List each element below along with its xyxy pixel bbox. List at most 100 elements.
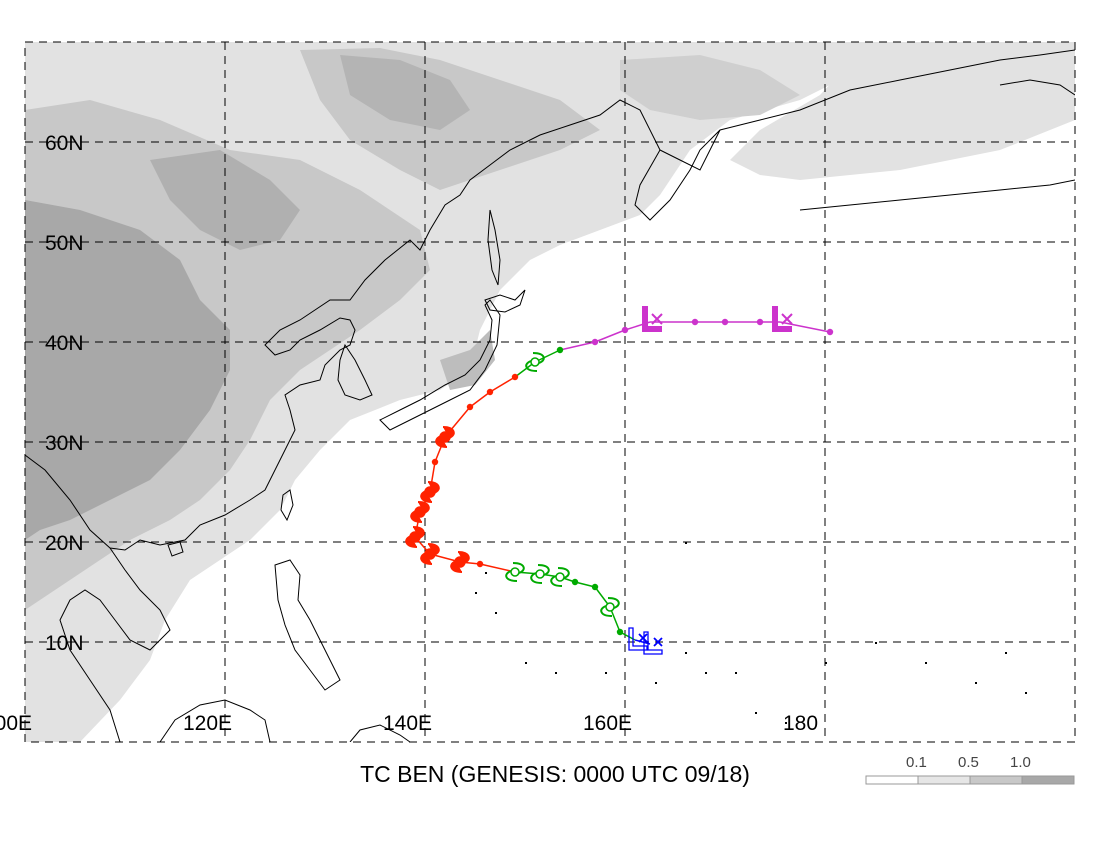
track-cyclone-symbol-7: [530, 564, 550, 584]
track-cyclone-symbol-13: [410, 501, 430, 523]
track-point-2: [616, 628, 624, 636]
legend-swatch-2: [969, 775, 1023, 785]
land-shade-dark-north: [340, 55, 470, 130]
track-cyclone-symbol-12: [405, 526, 425, 548]
legend-label-2: 1.0: [1010, 754, 1031, 771]
coast-new-guinea: [349, 724, 411, 742]
coastline-layer: [25, 49, 1075, 742]
cyclone-hook-bottom-6: [550, 575, 563, 587]
island-dot-15: [475, 592, 477, 594]
coast-japan-honshu: [379, 299, 501, 431]
island-dot-7: [735, 672, 737, 674]
lon-label-120: 120E: [183, 712, 232, 735]
legend-swatch-1: [917, 775, 971, 785]
lat-lon-grid: [25, 42, 1075, 742]
low-cross-28: [781, 313, 793, 325]
island-dot-18: [1025, 692, 1027, 694]
low-cross-0: [653, 637, 663, 647]
coast-asia-mainland: [25, 49, 1075, 551]
track-low-symbol-28: [772, 306, 793, 332]
track-point-15: [431, 458, 439, 466]
cyclone-hook-top-3: [607, 597, 620, 609]
cyclone-eye-3: [605, 602, 615, 612]
island-dot-1: [525, 662, 527, 664]
low-glyph-0: [643, 631, 663, 655]
island-dot-4: [655, 682, 657, 684]
track-point-17: [466, 403, 474, 411]
cyclone-eye-10: [454, 556, 466, 568]
lat-label-60: 60N: [45, 132, 84, 155]
island-dot-3: [605, 672, 607, 674]
islands-layer: [475, 542, 1027, 724]
legend-label-0: 0.1: [906, 754, 927, 771]
cyclone-eye-20: [530, 357, 540, 367]
track-cyclone-symbol-8: [505, 562, 525, 582]
track-point-18: [486, 388, 494, 396]
island-dot-11: [875, 642, 877, 644]
cyclone-eye-14: [424, 486, 436, 498]
coast-indochina: [59, 547, 171, 742]
cyclone-eye-13: [414, 506, 426, 518]
land-shade-medium-siberia: [620, 55, 800, 120]
track-cyclone-symbol-10: [450, 551, 470, 573]
track-segment-4: [574, 581, 596, 588]
island-dot-6: [705, 672, 707, 674]
track-point-23: [621, 326, 629, 334]
track-point-26: [721, 318, 729, 326]
track-point-19: [511, 373, 519, 381]
island-dot-16: [485, 572, 487, 574]
coast-taiwan: [280, 489, 294, 522]
cyclone-hook-bottom-3: [600, 605, 613, 617]
island-dot-9: [785, 722, 787, 724]
coast-japan-hokkaido: [484, 289, 526, 313]
shading-legend: 0.1 0.5 1.0: [865, 754, 1075, 785]
coast-aleutians: [799, 179, 1075, 211]
low-glyph-1: [628, 627, 648, 651]
cyclone-eye-16: [439, 431, 451, 443]
cyclone-hook-top-7: [537, 564, 550, 576]
island-dot-5: [685, 652, 687, 654]
track-point-4: [591, 583, 599, 591]
cyclone-eye-11: [424, 548, 436, 560]
coast-alaska: [999, 79, 1075, 96]
island-dot-17: [685, 542, 687, 544]
cyclone-hook-bottom-20: [525, 360, 538, 372]
lat-label-40: 40N: [45, 332, 84, 355]
coast-philippines: [274, 559, 341, 691]
coast-korea: [337, 343, 373, 401]
track-segment-18: [489, 376, 516, 393]
cyclone-eye-12: [409, 531, 421, 543]
track-segment-22: [594, 329, 626, 343]
track-cyclone-symbol-20: [525, 352, 545, 372]
track-cyclone-symbol-16: [435, 426, 455, 448]
lat-label-50: 50N: [45, 232, 84, 255]
coast-kamchatka: [659, 129, 721, 171]
lat-label-30: 30N: [45, 432, 84, 455]
track-point-9: [476, 560, 484, 568]
lon-label-180: 180: [783, 712, 818, 735]
cyclone-hook-top-6: [557, 567, 570, 579]
track-point-5: [571, 578, 579, 586]
track-low-symbol-24: [642, 306, 663, 332]
island-dot-13: [975, 682, 977, 684]
track-point-21: [556, 346, 564, 354]
coast-sakhalin: [487, 209, 501, 286]
lon-label-160: 160E: [583, 712, 632, 735]
island-dot-2: [555, 672, 557, 674]
island-dot-8: [755, 712, 757, 714]
legend-swatch-0: [865, 775, 919, 785]
island-dot-14: [1005, 652, 1007, 654]
track-point-27: [756, 318, 764, 326]
cyclone-eye-7: [535, 569, 545, 579]
track-segment-28: [779, 321, 831, 333]
low-cross-1: [638, 633, 648, 643]
track-cyclone-symbol-11: [420, 543, 440, 565]
lon-label-100: 100E: [0, 712, 32, 735]
map-frame: [24, 41, 1076, 743]
track-point-25: [691, 318, 699, 326]
island-dot-0: [495, 612, 497, 614]
latitude-labels: 10N 20N 30N 40N 50N 60N: [45, 132, 84, 655]
cyclone-eye-8: [510, 567, 520, 577]
cyclone-hook-top-8: [512, 562, 525, 574]
